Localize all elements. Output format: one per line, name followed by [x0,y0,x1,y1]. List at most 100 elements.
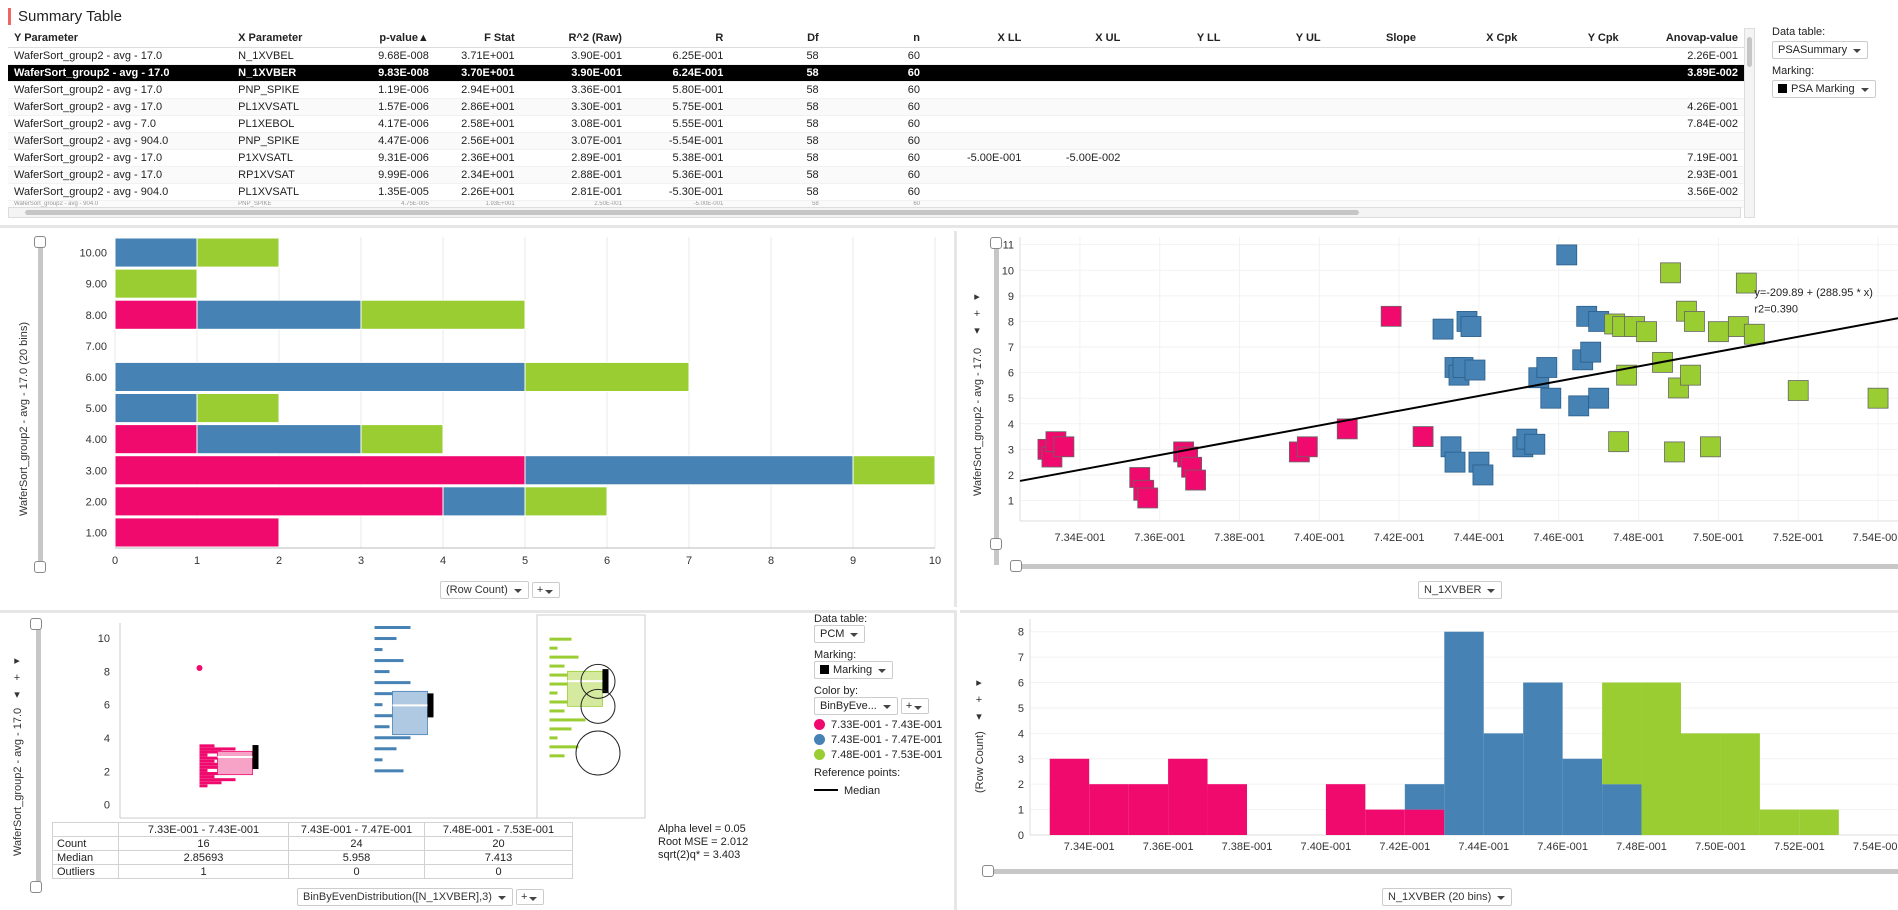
column-header[interactable]: X LL [926,30,1028,48]
x-axis-dropdown[interactable]: N_1XVBER [1418,581,1503,599]
vertical-scrollbar[interactable] [1744,28,1755,218]
table-row[interactable]: WaferSort_group2 - avg - 17.0 N_1XVBEL 9.6… [8,47,1744,65]
slider-handle-bottom[interactable] [34,561,46,573]
column-header[interactable]: Y Cpk [1523,30,1625,48]
x-axis-dropdown[interactable]: (Row Count) [440,581,529,599]
legend-item-median[interactable]: Median [814,785,942,797]
x-axis-selector[interactable]: N_1XVBER (20 bins) [1382,888,1513,906]
table-cell [1624,81,1744,99]
fit-equation: y=-209.89 + (288.95 * x) [1754,287,1873,299]
add-color-button[interactable]: + [900,698,930,714]
column-header[interactable]: Y UL [1226,30,1327,48]
column-header[interactable]: p-value▲ [345,30,435,48]
y-tick-label: 5 [1008,393,1014,405]
y-tick-label: 2.00 [86,496,107,508]
column-header[interactable]: Df [729,30,825,48]
x-axis-range-slider[interactable] [1018,564,1898,569]
marking-dropdown[interactable]: Marking [814,661,894,679]
column-header[interactable]: X Parameter [232,30,346,48]
add-icon[interactable]: + [975,694,983,706]
slider-handle-left[interactable] [982,865,994,877]
slider-handle-top[interactable] [30,618,42,630]
column-header[interactable]: Y Parameter [8,30,233,48]
table-cell: 2.50E-001 [520,200,628,208]
histogram-bar [360,299,526,330]
column-header[interactable]: X Cpk [1421,30,1524,48]
distribution-tick [549,745,579,749]
histogram-vertical-chart[interactable]: 0 1 2 3 4 5 6 7 8 7.34E-001 7.36E-001 7.38E-001 7.40… [1000,613,1898,863]
chevron-right-icon[interactable]: ▸ [976,677,982,689]
color-by-dropdown[interactable]: BinByEve... [814,697,898,715]
distribution-tick [549,736,558,740]
x-axis-range-slider[interactable] [988,869,1898,874]
table-row[interactable]: WaferSort_group2 - avg - 17.0 P1XVSATL 9.3… [8,149,1744,167]
table-cell [1523,200,1625,208]
distribution-tick [199,772,229,776]
x-axis-label: (Row Count) [446,584,508,596]
column-header[interactable]: n [824,30,927,48]
table-row[interactable]: WaferSort_group2 - avg - 904.0 PNP_SPIKE 4… [8,200,1744,208]
add-axis-button[interactable]: + [531,582,561,598]
scatter-chart[interactable]: 1 2 3 4 5 6 7 8 9 10 11 7.34E-001 7.36E-001 7.38E-001… [1000,231,1898,571]
slider-handle-bottom[interactable] [990,538,1002,550]
x-tick-label: 1 [194,555,200,567]
y-axis-range-slider[interactable] [38,243,43,573]
chevron-down-icon[interactable]: ▾ [14,689,20,701]
slider-handle-top[interactable] [34,236,46,248]
y-axis-title[interactable]: WaferSort_group2 - avg - 17.0 (20 bins) [18,321,30,516]
table-cell: 4.47E-006 [345,132,435,150]
legend-item[interactable]: 7.33E-001 - 7.43E-001 [814,719,942,731]
table-cell [1126,183,1227,201]
horizontal-scrollbar[interactable] [8,207,1741,218]
y-axis-title[interactable]: WaferSort_group2 - avg - 17.0 [12,707,24,856]
table-row[interactable]: WaferSort_group2 - avg - 17.0 RP1XVSAT 9.9… [8,166,1744,184]
add-axis-button[interactable]: + [515,889,545,905]
add-icon[interactable]: + [13,672,21,684]
marking-dropdown[interactable]: PSA Marking [1772,80,1876,98]
chevron-right-icon[interactable]: ▸ [14,655,20,667]
x-axis-selector[interactable]: BinByEvenDistribution([N_1XVBER],3) + [297,888,545,906]
x-axis-dropdown[interactable]: N_1XVBER (20 bins) [1382,888,1513,906]
column-header[interactable]: Y LL [1126,30,1227,48]
x-axis-selector[interactable]: N_1XVBER [1418,581,1503,599]
column-header[interactable]: X UL [1027,30,1127,48]
column-header[interactable]: R^2 (Raw) [520,30,628,48]
scroll-thumb[interactable] [1747,37,1752,67]
scatter-point [1664,441,1685,463]
table-row[interactable]: WaferSort_group2 - avg - 7.0 PL1XEBOL 4.17… [8,115,1744,133]
table-row[interactable]: WaferSort_group2 - avg - 904.0 PL1XVSATL 1… [8,183,1744,201]
table-row[interactable]: WaferSort_group2 - avg - 17.0 PNP_SPIKE 1.… [8,81,1744,99]
column-header[interactable]: F Stat [434,30,521,48]
y-axis-range-slider[interactable] [994,245,999,565]
table-cell: 58 [729,64,825,82]
table-cell [926,132,1028,150]
x-axis-dropdown[interactable]: BinByEvenDistribution([N_1XVBER],3) [297,888,513,906]
table-row[interactable]: WaferSort_group2 - avg - 17.0 N_1XVBER 9.8… [8,64,1744,82]
y-axis-title[interactable]: WaferSort_group2 - avg - 17.0 [972,347,984,496]
legend-item[interactable]: 7.43E-001 - 7.47E-001 [814,734,942,746]
slider-handle-top[interactable] [990,237,1002,249]
data-table-dropdown[interactable]: PSASummary [1772,41,1869,59]
chevron-right-icon[interactable]: ▸ [974,291,980,303]
column-header[interactable]: R [627,30,730,48]
column-header[interactable]: Anovap-value [1624,30,1744,48]
data-table-dropdown[interactable]: PCM [814,625,866,643]
chevron-down-icon[interactable]: ▾ [976,711,982,723]
summary-table[interactable]: Y Parameter X Parameter p-value▲ F Stat R^2 … [8,30,1744,208]
legend-item[interactable]: 7.48E-001 - 7.53E-001 [814,749,942,761]
table-cell: 3.07E-001 [520,132,628,150]
column-header[interactable]: Slope [1326,30,1422,48]
box-plot-chart[interactable]: 0 2 4 6 8 10 [50,613,650,823]
y-axis-range-slider[interactable] [36,623,41,888]
y-axis-title[interactable]: (Row Count) [974,731,986,793]
table-row[interactable]: WaferSort_group2 - avg - 904.0 PNP_SPIKE 4… [8,132,1744,150]
scroll-thumb[interactable] [25,210,1359,215]
x-axis-selector[interactable]: (Row Count) + [440,581,561,599]
chevron-down-icon[interactable]: ▾ [974,325,980,337]
slider-handle-bottom[interactable] [30,881,42,893]
add-icon[interactable]: + [973,308,981,320]
table-row[interactable]: WaferSort_group2 - avg - 17.0 PL1XVSATL 1.… [8,98,1744,116]
table-cell: 60 [824,149,927,167]
slider-handle-left[interactable] [1010,560,1022,572]
histogram-horizontal-chart[interactable]: 0 1 2 3 4 5 6 7 8 9 10 1.00 2.00 3.00 4.00 5.00 6.00 7.00… [60,231,950,571]
